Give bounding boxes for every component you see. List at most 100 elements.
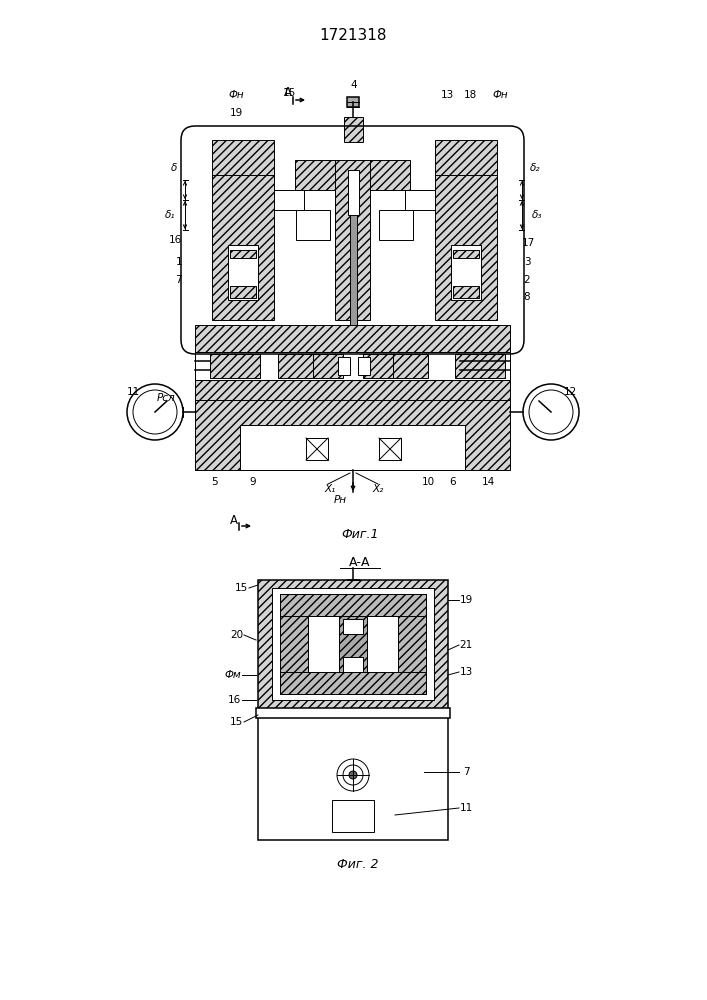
- Bar: [347, 580, 359, 593]
- Bar: [195, 325, 510, 400]
- Text: А-А: А-А: [349, 556, 370, 570]
- Text: 7: 7: [175, 275, 182, 285]
- Circle shape: [343, 765, 363, 785]
- Text: 16: 16: [228, 695, 241, 705]
- Text: Рн: Рн: [334, 495, 346, 505]
- Circle shape: [529, 390, 573, 434]
- Bar: [280, 594, 426, 616]
- Bar: [195, 400, 510, 470]
- Text: δ₃: δ₃: [532, 210, 542, 220]
- Circle shape: [127, 384, 183, 440]
- Text: 15: 15: [230, 717, 243, 727]
- Text: 15: 15: [235, 583, 248, 593]
- Bar: [343, 619, 363, 634]
- Bar: [339, 616, 367, 672]
- Bar: [313, 354, 343, 378]
- Bar: [280, 672, 426, 694]
- Text: 14: 14: [481, 477, 495, 487]
- Text: Фн: Фн: [492, 90, 508, 100]
- Bar: [453, 250, 479, 258]
- Circle shape: [523, 384, 579, 440]
- Text: 12: 12: [563, 387, 577, 397]
- Text: 5: 5: [211, 477, 218, 487]
- Bar: [344, 117, 363, 142]
- Text: Фм: Фм: [224, 670, 241, 680]
- Bar: [379, 210, 413, 240]
- Text: Рсл: Рсл: [156, 393, 175, 403]
- Bar: [212, 140, 274, 180]
- Bar: [195, 352, 510, 380]
- Bar: [272, 588, 434, 700]
- Circle shape: [337, 759, 369, 791]
- Bar: [455, 354, 505, 378]
- Bar: [240, 425, 465, 470]
- Text: 6: 6: [450, 477, 456, 487]
- Text: 8: 8: [524, 292, 530, 302]
- Circle shape: [349, 771, 357, 779]
- Text: X₂: X₂: [373, 484, 384, 494]
- Text: 11: 11: [460, 803, 472, 813]
- Bar: [308, 616, 348, 672]
- Bar: [335, 160, 370, 320]
- Bar: [296, 210, 330, 240]
- Text: 20: 20: [230, 630, 243, 640]
- Text: 1: 1: [175, 257, 182, 267]
- Bar: [280, 594, 308, 694]
- Bar: [451, 245, 481, 300]
- Bar: [295, 160, 410, 190]
- Text: 16: 16: [169, 235, 182, 245]
- Text: Фиг.1: Фиг.1: [341, 528, 379, 542]
- Text: 9: 9: [250, 477, 257, 487]
- Text: 10: 10: [421, 477, 435, 487]
- Text: А: А: [230, 514, 238, 526]
- Text: X₁: X₁: [325, 484, 336, 494]
- Bar: [435, 175, 497, 320]
- Text: Фиг. 2: Фиг. 2: [337, 858, 379, 871]
- Bar: [405, 190, 435, 210]
- Bar: [230, 286, 256, 298]
- Text: δ: δ: [171, 163, 177, 173]
- Bar: [278, 354, 313, 378]
- Text: 3: 3: [524, 257, 530, 267]
- Text: 11: 11: [127, 387, 139, 397]
- Text: 21: 21: [460, 640, 472, 650]
- Bar: [347, 97, 359, 107]
- Text: 1721318: 1721318: [320, 27, 387, 42]
- Bar: [363, 354, 393, 378]
- Bar: [358, 357, 370, 375]
- Text: 13: 13: [460, 667, 472, 677]
- Bar: [398, 594, 426, 694]
- Bar: [256, 708, 450, 718]
- Circle shape: [349, 584, 356, 590]
- Bar: [343, 657, 363, 672]
- Circle shape: [133, 390, 177, 434]
- Text: А: А: [284, 87, 292, 100]
- Bar: [274, 190, 304, 210]
- Bar: [258, 580, 448, 710]
- Text: δ₁: δ₁: [165, 210, 175, 220]
- Bar: [358, 616, 398, 672]
- Bar: [393, 354, 428, 378]
- Text: 15: 15: [283, 88, 296, 98]
- Text: 4: 4: [351, 80, 357, 90]
- Text: 18: 18: [463, 90, 477, 100]
- Text: Фн: Фн: [228, 90, 244, 100]
- Bar: [210, 354, 260, 378]
- Bar: [230, 250, 256, 258]
- Bar: [338, 357, 350, 375]
- Bar: [332, 800, 374, 832]
- Bar: [228, 245, 258, 300]
- Bar: [379, 438, 401, 460]
- Bar: [435, 140, 497, 180]
- Text: 7: 7: [462, 767, 469, 777]
- Bar: [453, 286, 479, 298]
- Text: δ₂: δ₂: [530, 163, 540, 173]
- Bar: [350, 175, 357, 360]
- Bar: [258, 710, 448, 840]
- Text: 19: 19: [460, 595, 472, 605]
- Bar: [306, 438, 328, 460]
- Text: 13: 13: [440, 90, 454, 100]
- Bar: [348, 170, 359, 215]
- Text: 19: 19: [230, 108, 243, 118]
- Text: 17: 17: [521, 238, 534, 248]
